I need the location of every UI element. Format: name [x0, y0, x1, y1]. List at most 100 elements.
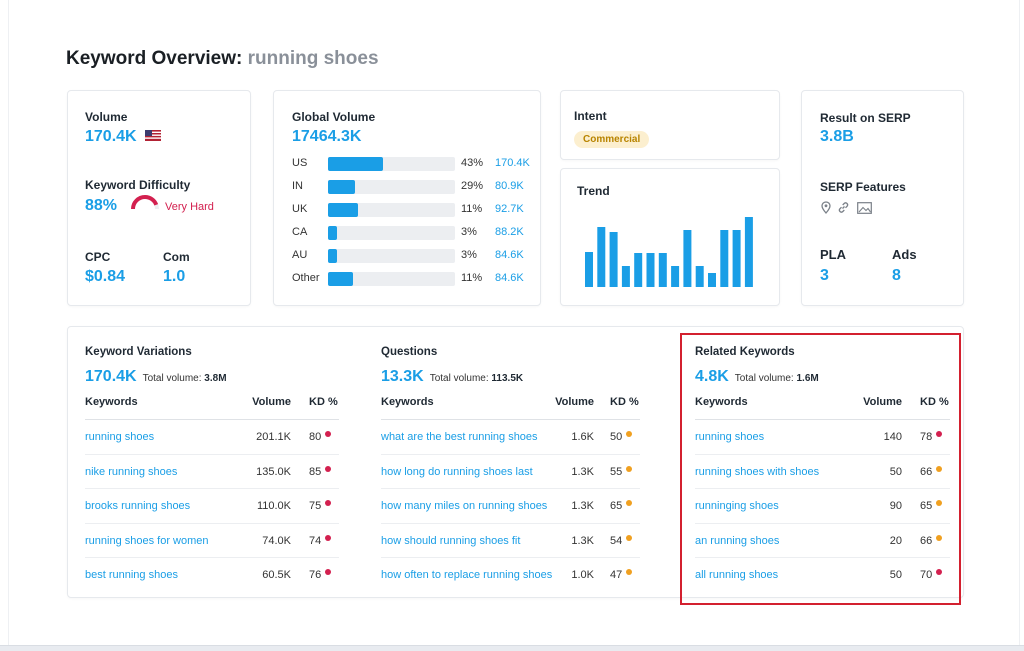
keyword-link[interactable]: running shoes for women: [85, 534, 209, 547]
keyword-kd: 78: [920, 431, 933, 443]
country-share-bar: [328, 203, 455, 217]
kd-value: 88%: [85, 197, 118, 214]
serp-card: Result on SERP 3.8B SERP Features PLA 3 …: [801, 90, 964, 306]
panel-count: 13.3K: [381, 368, 424, 385]
table-header: Keywords Volume KD %: [85, 396, 339, 414]
kd-column-header[interactable]: KD %: [610, 396, 639, 408]
country-name: US: [292, 157, 308, 169]
keyword-link[interactable]: how many miles on running shoes: [381, 500, 548, 512]
keyword-link[interactable]: running shoes: [695, 431, 765, 443]
trend-card: Trend: [560, 168, 780, 306]
title-keyword: running shoes: [247, 48, 379, 69]
volume-column-header[interactable]: Volume: [555, 396, 594, 408]
country-name: AU: [292, 249, 308, 261]
keyword-volume: 201.1K: [256, 431, 291, 443]
keyword-link[interactable]: how should running shoes fit: [381, 534, 521, 547]
volume-column-header[interactable]: Volume: [863, 396, 902, 408]
country-volume[interactable]: 92.7K: [495, 203, 524, 215]
country-volume[interactable]: 88.2K: [495, 226, 524, 238]
trend-bar: [621, 266, 630, 287]
country-name: CA: [292, 226, 308, 238]
country-share-bar: [328, 180, 455, 194]
country-share-bar: [328, 157, 455, 171]
panel-count: 170.4K: [85, 368, 137, 385]
country-name: Other: [292, 272, 320, 284]
total-volume-label: Total volume:: [429, 373, 492, 384]
kd-label: Keyword Difficulty: [85, 178, 191, 192]
questions-panel: Questions 13.3K Total volume: 113.5K Keywor…: [381, 326, 640, 598]
keyword-kd: 74: [309, 534, 322, 547]
trend-bar: [732, 230, 741, 287]
country-volume[interactable]: 80.9K: [495, 180, 524, 192]
keyword-kd: 54: [610, 534, 623, 547]
global-volume-row: UK 11% 92.7K: [292, 201, 532, 217]
keyword-kd: 76: [309, 569, 322, 581]
table-row: how should running shoes fit 1.3K 54: [381, 522, 640, 557]
kd-indicator-dot: [325, 534, 331, 541]
keyword-kd: 50: [610, 431, 623, 443]
keyword-kd: 70: [920, 569, 933, 581]
kd-indicator-dot: [626, 431, 632, 437]
com-value: 1.0: [163, 268, 186, 285]
image-icon[interactable]: [857, 202, 872, 214]
country-percent: 43%: [461, 157, 484, 169]
keyword-volume: 50: [889, 465, 902, 478]
keyword-tables-card: [67, 326, 964, 598]
country-volume[interactable]: 84.6K: [495, 272, 524, 284]
global-volume-row: US 43% 170.4K: [292, 155, 532, 171]
serp-features-label: SERP Features: [820, 180, 906, 194]
panel-title: Related Keywords: [695, 346, 795, 358]
keyword-volume: 60.5K: [262, 569, 291, 581]
keywords-column-header[interactable]: Keywords: [695, 396, 748, 408]
keyword-link[interactable]: runninging shoes: [695, 500, 779, 512]
keyword-link[interactable]: running shoes with shoes: [695, 465, 820, 478]
page-title: Keyword Overview: running shoes: [66, 48, 379, 70]
kd-indicator-dot: [626, 500, 632, 506]
table-row: runninging shoes 90 65: [695, 488, 950, 522]
bottom-scroll-bar: [0, 645, 1024, 651]
kd-column-header[interactable]: KD %: [309, 396, 338, 408]
ads-label: Ads: [892, 247, 917, 262]
country-share-fill: [328, 157, 383, 171]
keyword-link[interactable]: an running shoes: [695, 534, 780, 547]
location-pin-icon[interactable]: [821, 201, 831, 214]
country-volume[interactable]: 84.6K: [495, 249, 524, 261]
panel-summary: 13.3K Total volume: 113.5K: [381, 368, 523, 386]
global-volume-value: 17464.3K: [292, 128, 362, 145]
keyword-kd: 75: [309, 500, 322, 512]
trend-label: Trend: [577, 184, 610, 198]
keyword-volume: 1.6K: [571, 431, 594, 443]
keyword-link[interactable]: best running shoes: [85, 569, 178, 581]
com-label: Com: [163, 250, 190, 264]
trend-bar: [683, 230, 692, 287]
keyword-link[interactable]: nike running shoes: [85, 465, 178, 478]
keyword-link[interactable]: running shoes: [85, 431, 155, 443]
keyword-volume: 20: [889, 534, 902, 547]
keywords-column-header[interactable]: Keywords: [85, 396, 138, 408]
keyword-link[interactable]: all running shoes: [695, 569, 779, 581]
keyword-variations-panel: Keyword Variations 170.4K Total volume: 3.…: [85, 326, 339, 598]
country-share-bar: [328, 226, 455, 240]
result-serp-value: 3.8B: [820, 128, 854, 145]
panel-summary: 4.8K Total volume: 1.6M: [695, 368, 819, 386]
keyword-link[interactable]: brooks running shoes: [85, 500, 191, 512]
global-volume-row: CA 3% 88.2K: [292, 224, 532, 240]
keyword-kd: 66: [920, 534, 933, 547]
keyword-link[interactable]: what are the best running shoes: [381, 431, 538, 443]
kd-text: Very Hard: [165, 201, 214, 213]
panel-title: Questions: [381, 346, 438, 358]
link-icon[interactable]: [837, 201, 850, 214]
trend-bar: [646, 253, 655, 287]
keyword-kd: 80: [309, 431, 322, 443]
volume-column-header[interactable]: Volume: [252, 396, 291, 408]
global-volume-row: AU 3% 84.6K: [292, 247, 532, 263]
kd-indicator-dot: [936, 465, 942, 472]
country-volume[interactable]: 170.4K: [495, 157, 530, 169]
trend-chart: [585, 217, 753, 287]
keywords-column-header[interactable]: Keywords: [381, 396, 434, 408]
keyword-link[interactable]: how long do running shoes last: [381, 465, 533, 478]
keyword-link[interactable]: how often to replace running shoes: [381, 569, 553, 581]
kd-column-header[interactable]: KD %: [920, 396, 949, 408]
total-volume-value: 1.6M: [796, 373, 819, 384]
country-share-fill: [328, 272, 353, 286]
